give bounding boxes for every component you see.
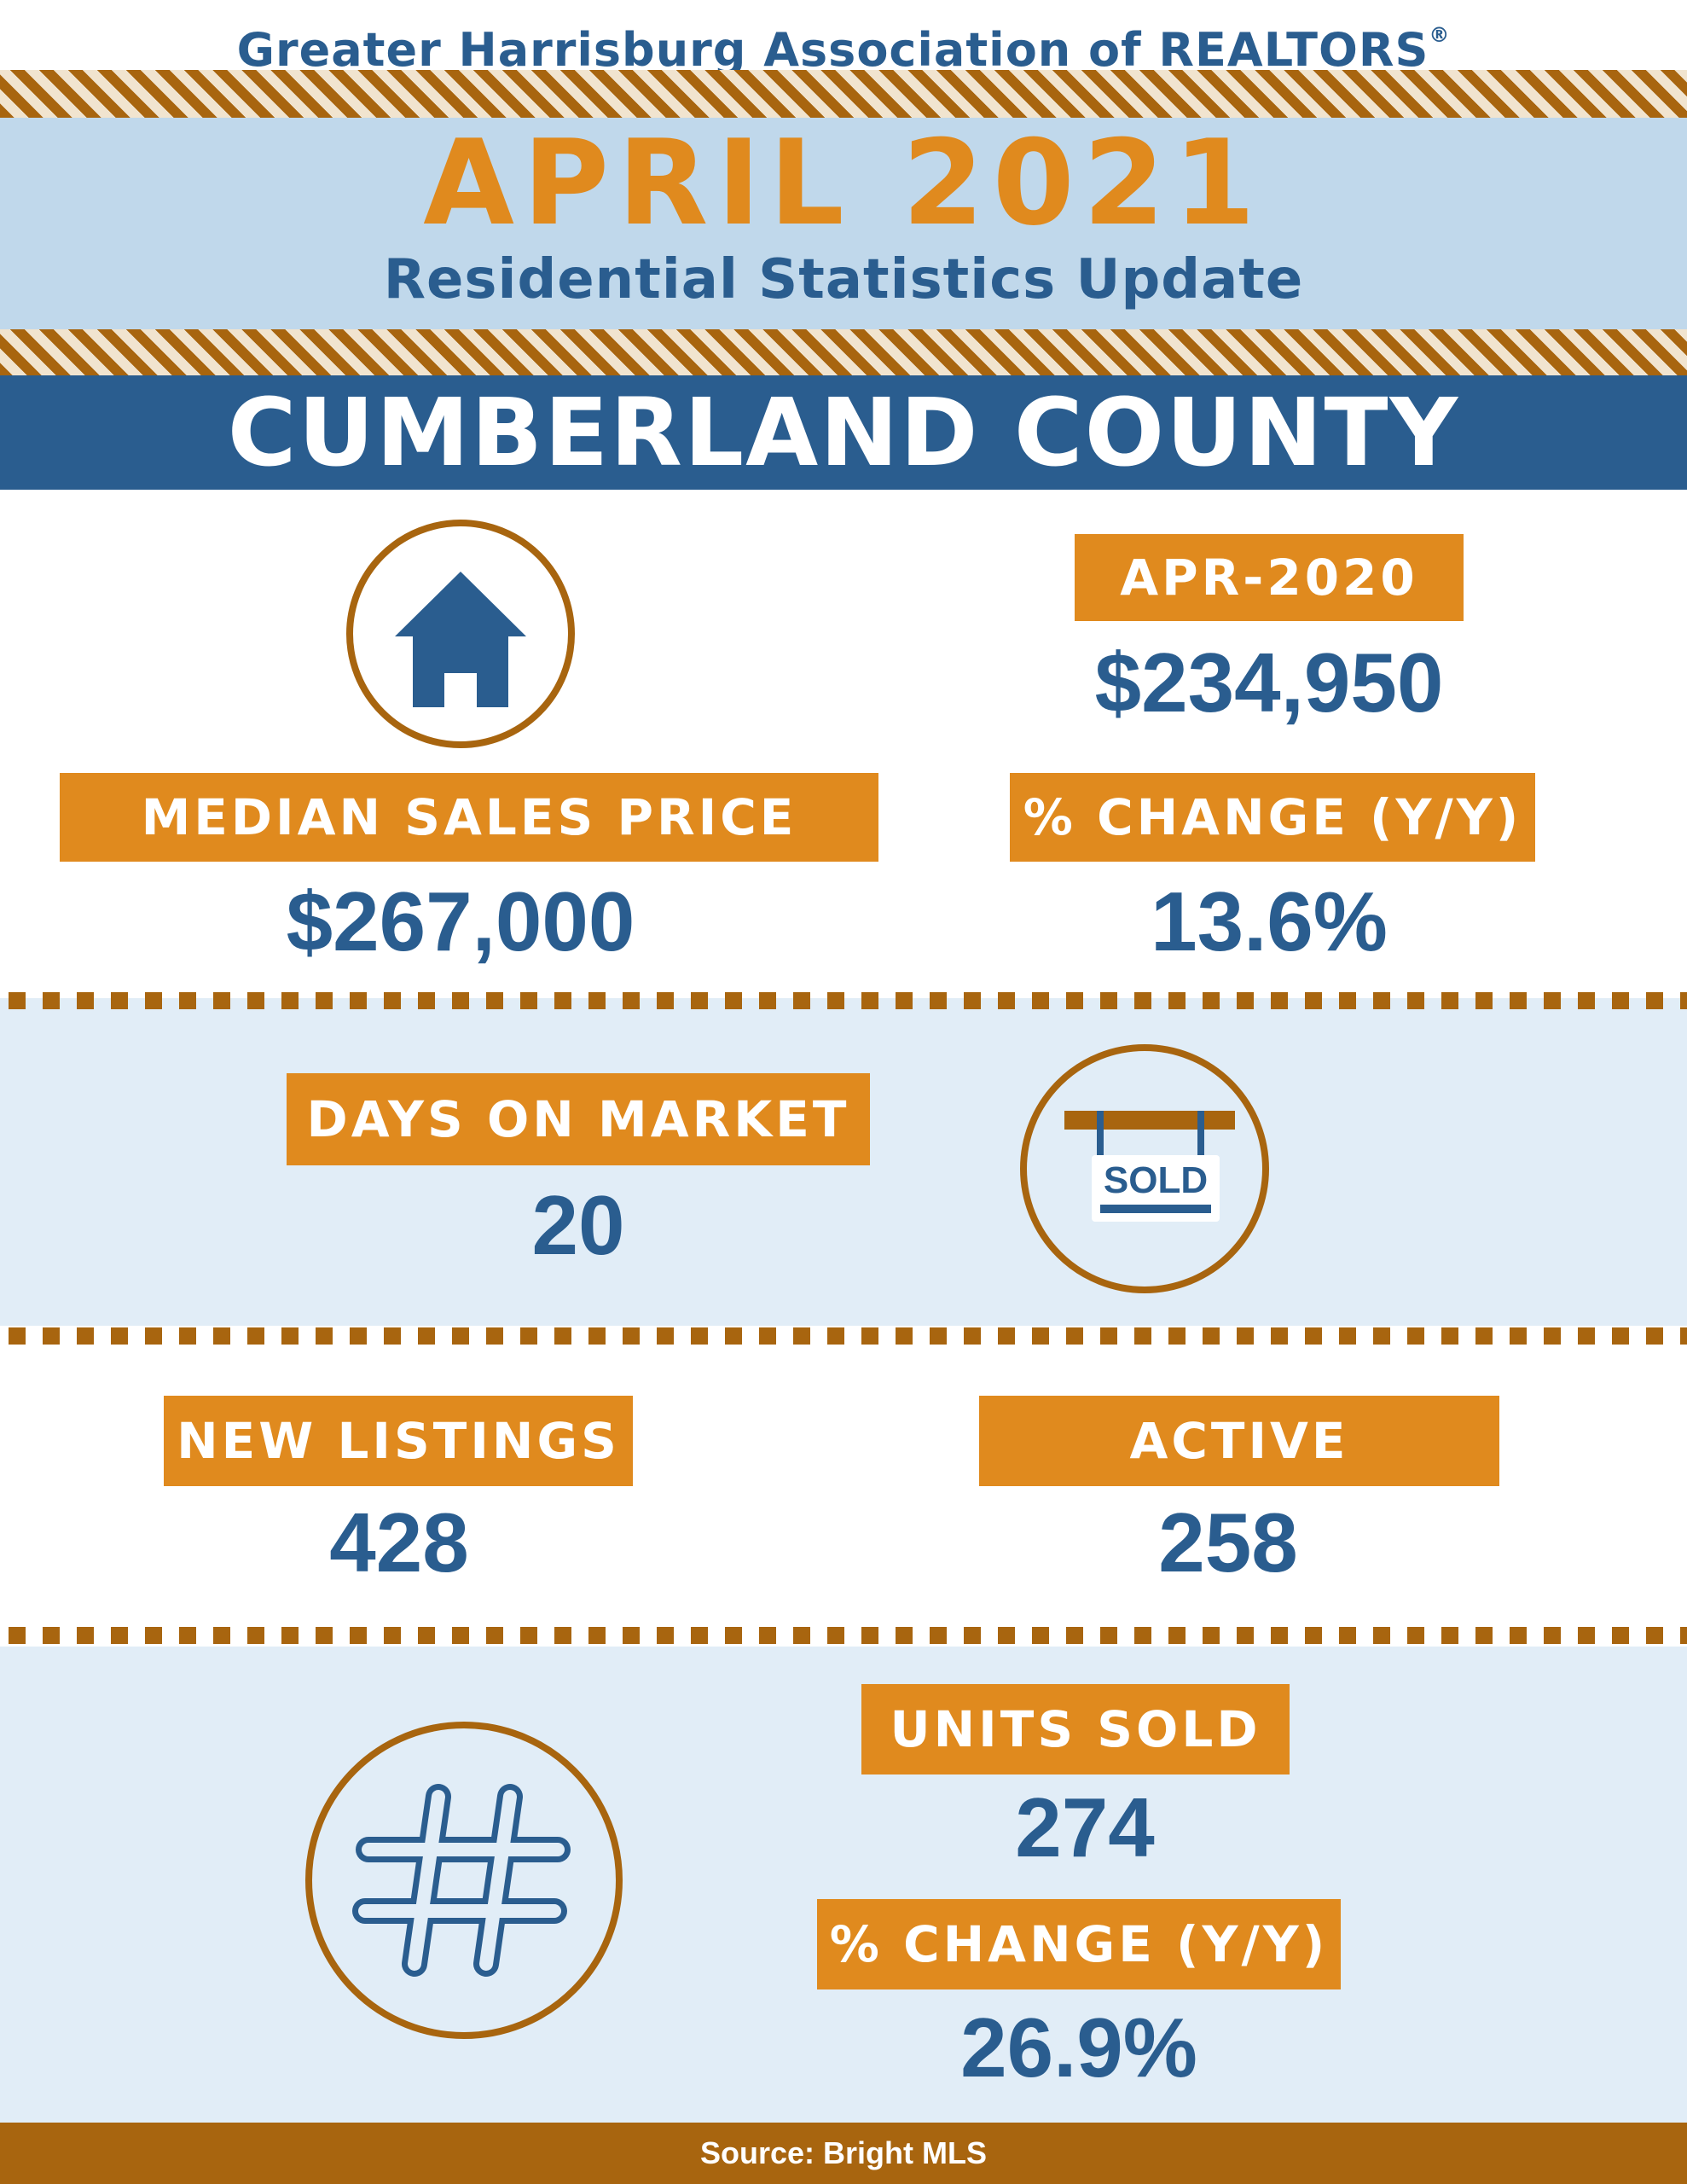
house-icon-circle: [346, 520, 575, 748]
price-change-label: % CHANGE (Y/Y): [1010, 773, 1535, 862]
sign-board: SOLD: [1092, 1155, 1220, 1222]
source-footer: Source: Bright MLS: [0, 2123, 1687, 2184]
organization-name: Greater Harrisburg Association of REALTO…: [236, 23, 1451, 77]
prior-year-value: $234,950: [1094, 636, 1444, 729]
dotted-divider: [9, 992, 1687, 1009]
new-listings-label: NEW LISTINGS: [164, 1396, 633, 1486]
price-change-value: 13.6%: [1151, 874, 1388, 968]
units-sold-value: 274: [1015, 1780, 1155, 1874]
hashtag-icon-circle: [305, 1722, 623, 2039]
registered-mark: ®: [1429, 23, 1451, 47]
units-change-value: 26.9%: [960, 2001, 1197, 2094]
sign-underline: [1100, 1205, 1211, 1213]
units-change-label: % CHANGE (Y/Y): [817, 1899, 1341, 1989]
days-on-market-label: DAYS ON MARKET: [287, 1073, 870, 1165]
new-listings-value: 428: [329, 1496, 469, 1589]
report-subtitle: Residential Statistics Update: [383, 248, 1304, 311]
title-band: [0, 118, 1687, 329]
active-listings-value: 258: [1158, 1496, 1298, 1589]
prior-year-label: APR-2020: [1075, 534, 1464, 621]
units-sold-label: UNITS SOLD: [861, 1684, 1290, 1774]
county-title: CUMBERLAND COUNTY: [0, 375, 1687, 490]
dotted-divider: [9, 1627, 1687, 1644]
sold-sign-text: SOLD: [1103, 1159, 1209, 1201]
sold-sign-circle: SOLD: [1020, 1044, 1269, 1293]
median-sales-price-value: $267,000: [286, 874, 635, 968]
report-month: APRIL 2021: [423, 114, 1264, 252]
house-icon: [395, 572, 526, 707]
sold-sign-icon: SOLD: [1064, 1111, 1235, 1222]
stripe-divider-top: [0, 70, 1687, 118]
sign-hook-right: [1197, 1111, 1204, 1159]
sign-hook-left: [1097, 1111, 1104, 1159]
units-sold-band: [0, 1647, 1687, 2123]
stripe-divider-bottom: [0, 329, 1687, 377]
active-listings-label: ACTIVE LISTINGS: [979, 1396, 1499, 1560]
days-on-market-value: 20: [531, 1178, 625, 1272]
median-sales-price-label: MEDIAN SALES PRICE: [60, 773, 878, 862]
sign-bar: [1064, 1111, 1235, 1130]
dotted-divider: [9, 1327, 1687, 1345]
hashtag-icon: [352, 1784, 571, 1977]
